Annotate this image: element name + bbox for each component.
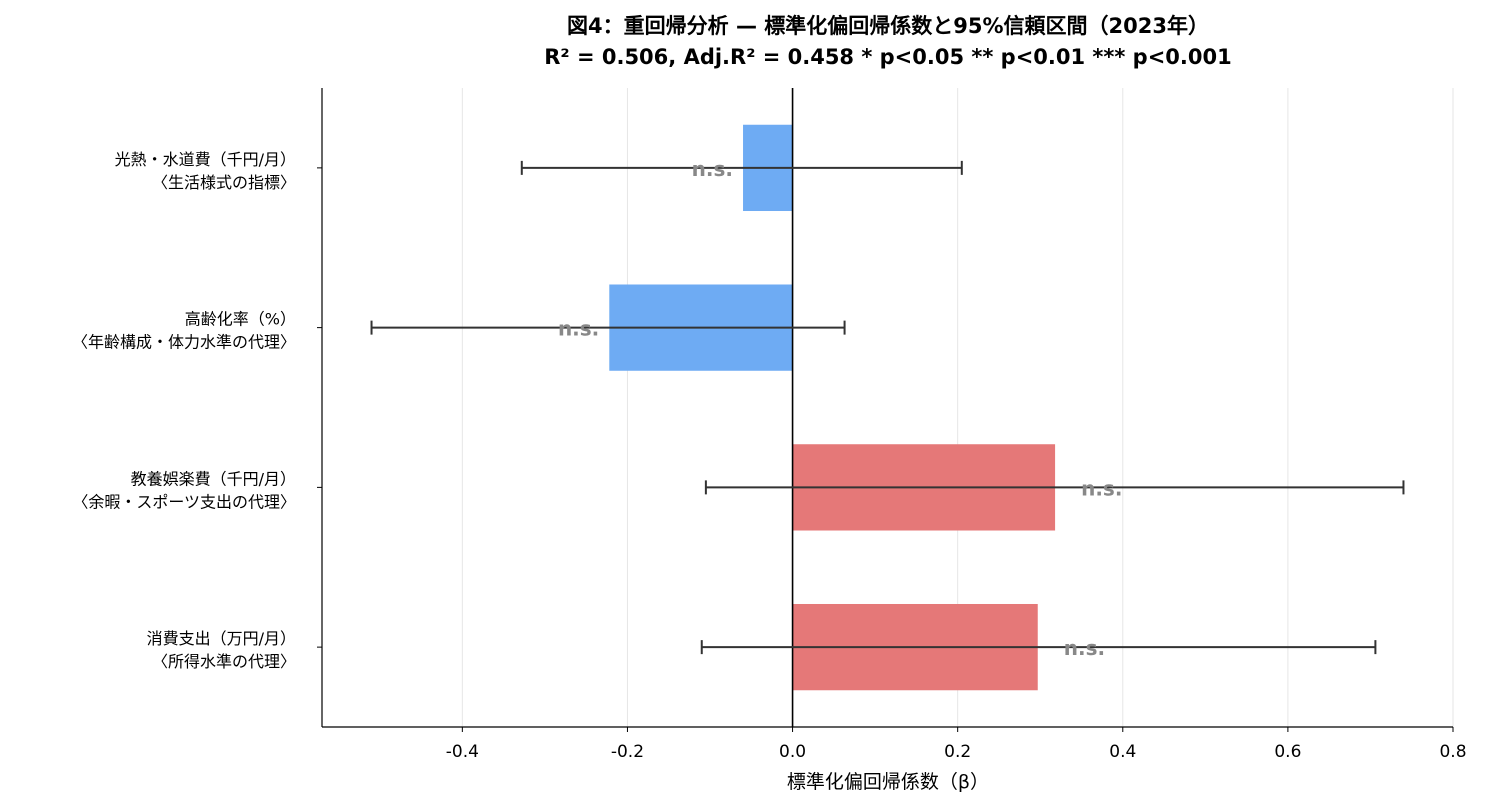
x-tick-label: 0.2 <box>944 742 971 762</box>
axes <box>317 88 1454 732</box>
bars <box>609 124 1056 691</box>
x-axis-label: 標準化偏回帰係数（β） <box>787 771 989 793</box>
y-category-sublabel: 〈年齢構成・体力水準の代理〉 <box>72 333 296 352</box>
error-bars <box>370 160 1405 655</box>
y-category-label: 高齢化率（%） <box>185 310 296 329</box>
x-tick-label: -0.4 <box>446 742 479 762</box>
x-tick-label: -0.2 <box>611 742 644 762</box>
chart-subtitle: R² = 0.506, Adj.R² = 0.458 * p<0.05 ** p… <box>544 45 1231 69</box>
y-category-label: 消費支出（万円/月） <box>147 629 296 648</box>
x-tick-label: 0.8 <box>1439 742 1466 762</box>
x-tick-label: 0.4 <box>1109 742 1136 762</box>
significance-label: n.s. <box>1064 636 1105 660</box>
y-category-label: 教養娯楽費（千円/月） <box>131 469 296 488</box>
y-category-sublabel: 〈生活様式の指標〉 <box>152 173 296 192</box>
x-tick-label: 0.6 <box>1274 742 1301 762</box>
y-category-sublabel: 〈余暇・スポーツ支出の代理〉 <box>72 492 296 511</box>
x-tick-label: 0.0 <box>779 742 806 762</box>
significance-label: n.s. <box>558 317 599 341</box>
significance-label: n.s. <box>692 157 733 181</box>
chart-title: 図4：重回帰分析 — 標準化偏回帰係数と95%信頼区間（2023年） <box>567 14 1209 38</box>
significance-label: n.s. <box>1081 476 1122 500</box>
y-category-label: 光熱・水道費（千円/月） <box>115 150 296 169</box>
labels: -0.4 -0.2 0.0 0.2 0.4 0.6 0.8 n.s. n.s. n.s. n.s. 光… <box>72 150 1467 762</box>
y-category-sublabel: 〈所得水準の代理〉 <box>152 652 296 671</box>
